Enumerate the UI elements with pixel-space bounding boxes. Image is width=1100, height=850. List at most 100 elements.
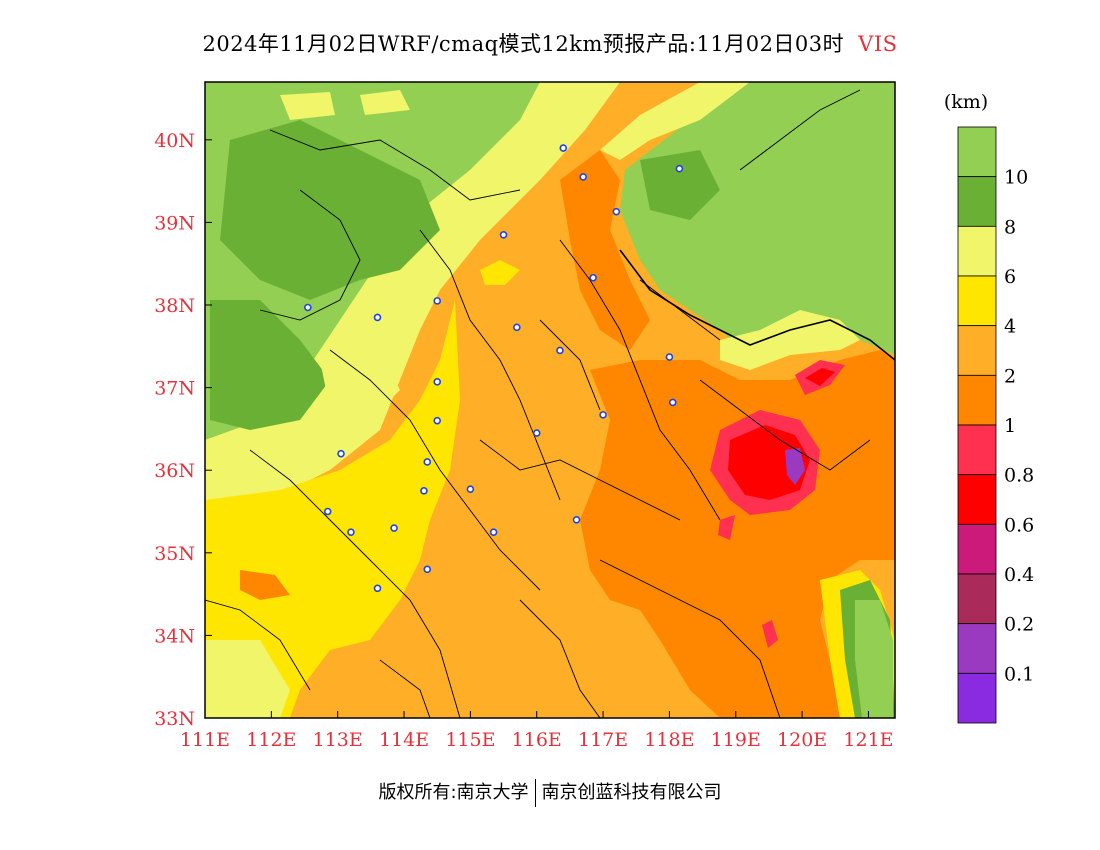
city-marker xyxy=(323,507,332,516)
field-1-2km-north xyxy=(560,150,650,350)
title-main: 2024年11月02日WRF/cmaq模式12km预报产品:11月02日03时 xyxy=(202,32,845,56)
x-tick-label: 114E xyxy=(379,729,429,751)
x-tick-label: 118E xyxy=(644,729,694,751)
city-marker xyxy=(466,485,475,494)
field-above10-se xyxy=(855,600,893,718)
city-marker xyxy=(579,173,587,181)
coastline xyxy=(619,249,895,361)
province-boundaries xyxy=(205,89,871,718)
x-tick-label: 117E xyxy=(578,729,628,751)
city-marker xyxy=(572,515,581,524)
field-6-8km-2 xyxy=(320,350,400,420)
city-marker xyxy=(556,346,564,355)
field-8-10km-ne xyxy=(640,150,720,220)
colorbar-label: 8 xyxy=(1004,216,1016,238)
field-0.8-1km-s xyxy=(762,620,778,648)
colorbar-swatch xyxy=(957,176,997,227)
city-marker xyxy=(423,458,432,466)
colorbar-label: 10 xyxy=(1004,167,1028,189)
city-marker xyxy=(423,565,432,574)
colorbar-swatch xyxy=(957,523,997,575)
city-marker xyxy=(433,378,442,386)
city-marker xyxy=(559,144,568,152)
city-marker xyxy=(675,164,684,173)
colorbar-swatch xyxy=(957,126,997,178)
field-6-8km-4 xyxy=(360,90,410,115)
chart-title: 2024年11月02日WRF/cmaq模式12km预报产品:11月02日03时 V… xyxy=(0,28,1100,58)
city-marker xyxy=(532,429,541,437)
colorbar-swatch xyxy=(957,325,997,376)
y-tick-label: 37N xyxy=(154,378,195,400)
y-tick-label: 38N xyxy=(154,295,195,317)
field-6-8km-coast xyxy=(720,310,860,370)
map-frame xyxy=(204,81,896,719)
x-tick-label: 111E xyxy=(180,729,230,751)
colorbar-swatch xyxy=(957,573,997,625)
x-tick-label: 116E xyxy=(512,729,562,751)
city-marker xyxy=(337,449,345,458)
x-tick-label: 113E xyxy=(313,729,363,751)
city-marker xyxy=(420,487,428,495)
city-marker xyxy=(665,353,674,361)
x-tick-label: 121E xyxy=(843,729,893,751)
colorbar-label: 1 xyxy=(1004,415,1016,437)
x-tick-label: 119E xyxy=(711,729,761,751)
city-marker xyxy=(390,524,398,532)
city-marker xyxy=(499,231,508,239)
y-tick-label: 35N xyxy=(154,543,195,565)
colorbar-label: 0.1 xyxy=(1004,663,1034,685)
field-0.6-0.8km-n xyxy=(805,368,835,386)
colorbar-swatch xyxy=(957,225,997,277)
city-marker xyxy=(668,398,677,407)
city-marker xyxy=(347,528,355,536)
axis-ticks: 111E 112E 113E 114E 115E 116E 117E 118E 119E 120E… xyxy=(154,130,893,751)
x-tick-label: 120E xyxy=(777,729,827,751)
field-6-8km-sw xyxy=(205,640,290,718)
field-4-6km-west xyxy=(205,300,460,718)
colorbar-swatch xyxy=(957,374,997,426)
footer: 版权所有:南京大学 南京创蓝科技有限公司 xyxy=(0,778,1100,807)
colorbar-swatch xyxy=(957,672,997,724)
footer-copyright: 版权所有:南京大学 xyxy=(378,782,529,803)
x-tick-label: 115E xyxy=(445,729,495,751)
field-0.6-0.8km xyxy=(728,425,810,500)
field-6-8km-ne-edge xyxy=(600,82,750,160)
colorbar-swatch xyxy=(957,474,997,525)
title-variable: VIS xyxy=(858,32,898,56)
field-1-2km-sw xyxy=(240,570,290,600)
colorbar-label: 4 xyxy=(1004,316,1016,338)
visibility-field xyxy=(205,82,895,718)
colorbar-swatch xyxy=(957,424,997,476)
footer-company: 南京创蓝科技有限公司 xyxy=(541,782,722,803)
x-tick-label: 112E xyxy=(246,729,296,751)
field-0.1-0.2km xyxy=(785,448,805,485)
y-tick-label: 39N xyxy=(154,212,195,234)
colorbar-label: 2 xyxy=(1004,365,1016,387)
colorbar-label: 6 xyxy=(1004,266,1016,288)
colorbar-swatch xyxy=(957,623,997,674)
field-above10-northeast xyxy=(620,82,895,355)
city-marker xyxy=(373,584,382,593)
field-8-10km-2 xyxy=(210,300,330,430)
field-4-6km-n xyxy=(480,260,520,285)
city-markers xyxy=(304,144,684,593)
field-1-2km-east xyxy=(580,350,895,718)
y-tick-label: 36N xyxy=(154,460,195,482)
city-marker xyxy=(612,207,621,216)
footer-separator xyxy=(534,779,536,807)
city-marker xyxy=(513,323,521,332)
city-marker xyxy=(599,411,607,419)
colorbar-swatch xyxy=(957,275,997,327)
colorbar-label: 0.6 xyxy=(1004,514,1034,536)
colorbar-unit: (km) xyxy=(944,91,988,113)
colorbar: 10 8 6 4 2 1 0.8 0.6 0.4 0.2 0.1 xyxy=(957,126,1034,724)
field-6-8km-3 xyxy=(280,92,335,120)
y-tick-label: 40N xyxy=(154,130,195,152)
y-tick-label: 34N xyxy=(154,625,195,647)
field-0.8-1km-w xyxy=(718,515,735,540)
city-marker xyxy=(489,528,498,536)
y-tick-label: 33N xyxy=(154,708,195,730)
city-marker xyxy=(589,273,597,282)
city-marker xyxy=(304,303,312,312)
